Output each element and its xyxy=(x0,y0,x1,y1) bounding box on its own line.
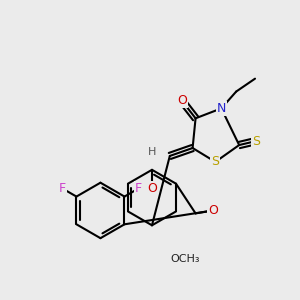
Text: O: O xyxy=(208,204,218,217)
Text: S: S xyxy=(252,135,260,148)
Text: F: F xyxy=(59,182,66,195)
Text: N: N xyxy=(217,102,226,115)
Text: H: H xyxy=(148,147,156,157)
Text: F: F xyxy=(135,182,142,195)
Text: OCH₃: OCH₃ xyxy=(170,254,200,264)
Text: O: O xyxy=(147,182,157,195)
Text: S: S xyxy=(212,155,219,168)
Text: O: O xyxy=(177,94,187,107)
